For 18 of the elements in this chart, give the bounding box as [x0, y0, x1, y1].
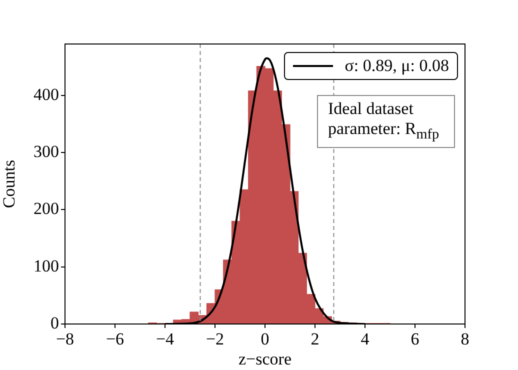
- x-tick-label: −8: [56, 330, 74, 349]
- annotation: Ideal dataset parameter: R$_{mfp}$: [317, 95, 455, 148]
- x-tick-label: −6: [106, 330, 124, 349]
- x-tick-label: 6: [410, 330, 420, 349]
- y-tick-label: 300: [34, 142, 59, 162]
- y-tick-label: 0: [50, 313, 59, 332]
- x-tick-label: 2: [310, 330, 320, 349]
- x-axis-title: z−score: [238, 349, 292, 368]
- legend-label: σ: 0.89, μ: 0.08: [344, 56, 449, 76]
- y-tick-label: 200: [34, 199, 59, 218]
- x-tick-label: −4: [156, 330, 175, 349]
- x-tick-label: 8: [460, 330, 470, 349]
- y-axis-title: Counts: [0, 160, 19, 208]
- y-tick-label: 400: [34, 84, 59, 104]
- x-tick-label: 0: [260, 330, 270, 349]
- x-tick-label: 4: [360, 330, 370, 349]
- x-tick-label: −2: [206, 330, 224, 349]
- y-tick-label: 100: [34, 256, 59, 276]
